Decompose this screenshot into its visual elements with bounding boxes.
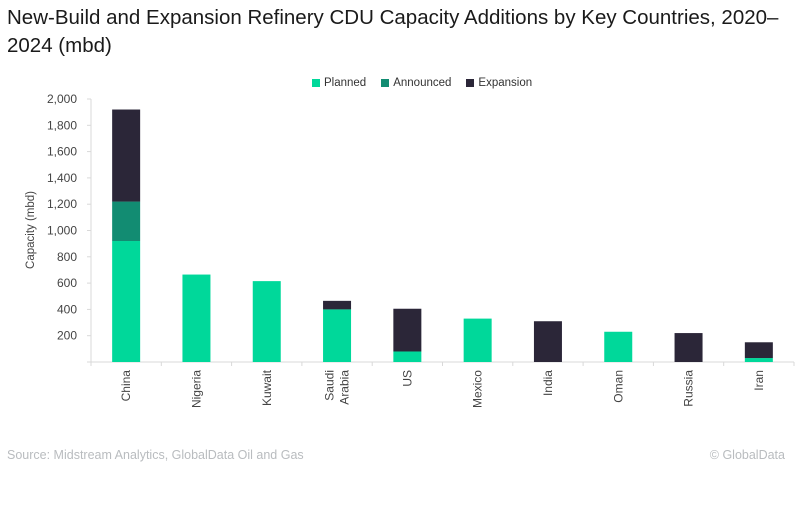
legend-item-planned: Planned: [312, 77, 366, 89]
x-tick-label-line: US: [400, 370, 414, 387]
legend-item-announced: Announced: [381, 77, 451, 89]
bar-segment-planned: [393, 351, 422, 362]
bar-segment-expansion: [393, 308, 422, 352]
x-tick-label: Saudi Arabia: [323, 370, 352, 405]
y-tick-label: 2,000: [47, 92, 77, 106]
x-tick-label-line: China: [119, 370, 133, 402]
y-tick-label: 600: [57, 276, 77, 290]
bar-segment-planned: [112, 241, 141, 362]
bar-segment-announced: [112, 201, 141, 242]
x-tick-label-line: India: [541, 370, 555, 396]
x-tick-label-line: Russia: [682, 370, 696, 407]
x-tick-label-line: Iran: [752, 370, 766, 391]
bar-segment-planned: [182, 274, 211, 362]
x-tick-label-line: Nigeria: [189, 370, 203, 408]
legend-label-expansion: Expansion: [478, 77, 533, 89]
x-tick-label: US: [400, 370, 414, 387]
x-axis: China Nigeria Kuwait Saudi Arabia US Mexico Ind…: [87, 361, 795, 408]
y-tick-label: 1,800: [47, 118, 77, 132]
copyright-credit: © GlobalData: [709, 448, 785, 462]
bar-segment-planned: [323, 309, 352, 362]
bar-segment-expansion: [674, 333, 703, 362]
x-tick-label: Iran: [752, 370, 766, 391]
bar-segment-expansion: [112, 109, 141, 202]
x-tick-label-line: Kuwait: [260, 369, 274, 406]
legend-label-planned: Planned: [324, 77, 367, 89]
bars: [112, 109, 773, 362]
bar-segment-expansion: [323, 300, 352, 310]
y-tick-label: 1,400: [47, 171, 77, 185]
y-axis-label: Capacity (mbd): [25, 191, 37, 269]
y-tick-label: 1,600: [47, 145, 77, 159]
x-tick-label: India: [541, 370, 555, 396]
bar-segment-planned: [604, 331, 633, 362]
bar-segment-planned: [463, 318, 492, 362]
bar-segment-planned: [744, 358, 773, 362]
x-tick-label: Mexico: [471, 370, 485, 408]
bar-segment-planned: [252, 281, 281, 362]
y-tick-label: 1,000: [47, 224, 77, 238]
legend-item-expansion: Expansion: [466, 77, 532, 89]
x-tick-label-line: Saudi: [323, 370, 337, 401]
x-tick-label: Russia: [682, 370, 696, 407]
x-tick-label: Oman: [611, 370, 625, 403]
x-tick-label: Nigeria: [189, 370, 203, 408]
y-tick-label: 400: [57, 302, 77, 316]
x-tick-label: China: [119, 370, 133, 402]
legend-swatch-expansion: [466, 79, 475, 87]
x-tick-label-line: Mexico: [471, 370, 485, 408]
y-axis: 200 400 600 800 1,000 1,200 1,400 1,600 1,800 2,0…: [47, 92, 92, 362]
x-tick-label: Kuwait: [260, 369, 274, 406]
y-tick-label: 1,200: [47, 197, 77, 211]
x-tick-label-line: Arabia: [338, 370, 352, 405]
x-tick-label-line: Oman: [611, 370, 625, 403]
y-tick-label: 800: [57, 250, 77, 264]
chart-title: New-Build and Expansion Refinery CDU Cap…: [7, 6, 779, 57]
bar-segment-expansion: [744, 342, 773, 359]
legend-label-announced: Announced: [393, 77, 452, 89]
y-tick-label: 200: [57, 329, 77, 343]
bar-segment-expansion: [533, 321, 562, 362]
source-note: Source: Midstream Analytics, GlobalData …: [7, 448, 304, 462]
legend-swatch-announced: [381, 79, 390, 87]
chart-legend: Planned Announced Expansion: [312, 75, 532, 91]
legend-swatch-planned: [312, 79, 320, 87]
